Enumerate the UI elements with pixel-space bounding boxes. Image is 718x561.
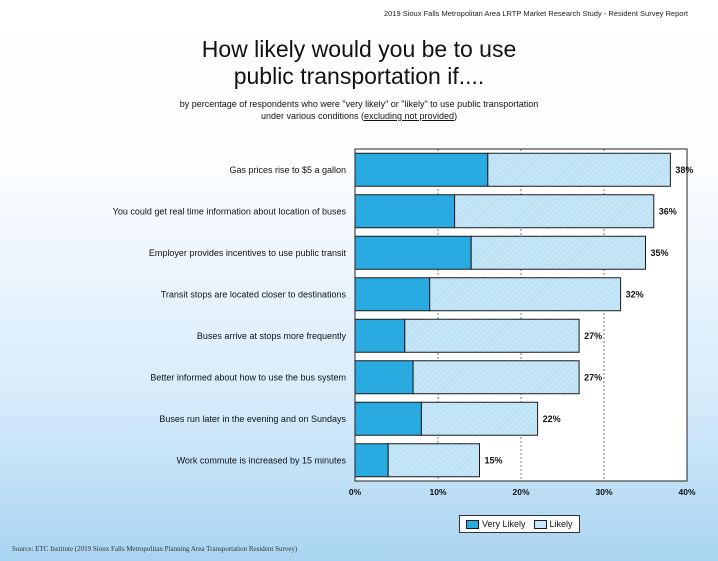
plot-border bbox=[354, 148, 688, 482]
subtitle-underlined: excluding not provided bbox=[364, 111, 455, 121]
bar-very-likely-5 bbox=[354, 318, 406, 353]
title-line-1: How likely would you be to use bbox=[201, 36, 517, 62]
value-label-6: 27% bbox=[584, 372, 602, 382]
bar-likely-8 bbox=[387, 443, 481, 478]
chart-subtitle: by percentage of respondents who were "v… bbox=[0, 98, 718, 122]
category-label-3: Employer provides incentives to use publ… bbox=[149, 248, 347, 258]
x-tick-label-20: 20% bbox=[512, 487, 529, 497]
category-label-7: Buses run later in the evening and on Su… bbox=[159, 414, 346, 424]
bar-very-likely-1 bbox=[354, 152, 489, 187]
legend-label-likely: Likely bbox=[549, 519, 573, 529]
legend-item-very-likely: Very Likely bbox=[466, 519, 526, 529]
value-label-7: 22% bbox=[543, 414, 561, 424]
bar-likely-4 bbox=[429, 277, 622, 312]
bar-very-likely-6 bbox=[354, 360, 414, 395]
value-label-3: 35% bbox=[651, 248, 669, 258]
subtitle-pre: under various conditions ( bbox=[260, 111, 364, 121]
legend: Very Likely Likely bbox=[459, 515, 580, 533]
bar-likely-1 bbox=[487, 152, 671, 187]
category-label-4: Transit stops are located closer to dest… bbox=[161, 289, 347, 299]
value-label-5: 27% bbox=[584, 331, 602, 341]
source-note: Source: ETC Institute (2019 Sioux Falls … bbox=[12, 545, 298, 553]
bar-very-likely-4 bbox=[354, 277, 431, 312]
x-tick-label-40: 40% bbox=[678, 487, 695, 497]
legend-swatch-likely bbox=[533, 519, 547, 529]
bar-very-likely-3 bbox=[354, 235, 472, 270]
x-tick-label-30: 30% bbox=[595, 487, 612, 497]
category-label-1: Gas prices rise to $5 a gallon bbox=[229, 165, 346, 175]
title-line-2: public transportation if.... bbox=[233, 63, 485, 89]
bar-very-likely-7 bbox=[354, 401, 422, 436]
value-label-1: 38% bbox=[675, 165, 693, 175]
bar-very-likely-8 bbox=[354, 443, 389, 478]
bar-likely-5 bbox=[404, 318, 580, 353]
value-label-2: 36% bbox=[659, 206, 677, 216]
value-label-8: 15% bbox=[485, 455, 503, 465]
x-tick-label-10: 10% bbox=[429, 487, 446, 497]
x-tick-label-0: 0% bbox=[349, 487, 362, 497]
bar-likely-2 bbox=[454, 194, 655, 229]
category-label-8: Work commute is increased by 15 minutes bbox=[177, 455, 347, 465]
category-label-6: Better informed about how to use the bus… bbox=[150, 372, 346, 382]
bar-likely-3 bbox=[470, 235, 647, 270]
bar-very-likely-2 bbox=[354, 194, 456, 229]
subtitle-line-1: by percentage of respondents who were "v… bbox=[179, 99, 539, 109]
subtitle-line-2: under various conditions (excluding not … bbox=[0, 110, 718, 122]
category-label-2: You could get real time information abou… bbox=[113, 206, 347, 216]
legend-item-likely: Likely bbox=[533, 519, 573, 529]
legend-label-very-likely: Very Likely bbox=[482, 519, 526, 529]
category-label-5: Buses arrive at stops more frequently bbox=[197, 331, 347, 341]
bar-likely-6 bbox=[412, 360, 580, 395]
bar-likely-7 bbox=[420, 401, 539, 436]
legend-swatch-very-likely bbox=[466, 519, 479, 529]
value-label-4: 32% bbox=[626, 289, 644, 299]
chart-title: How likely would you be to use public tr… bbox=[0, 36, 718, 90]
subtitle-post: ) bbox=[454, 111, 458, 121]
report-header: 2019 Sioux Falls Metropolitan Area LRTP … bbox=[383, 9, 688, 18]
